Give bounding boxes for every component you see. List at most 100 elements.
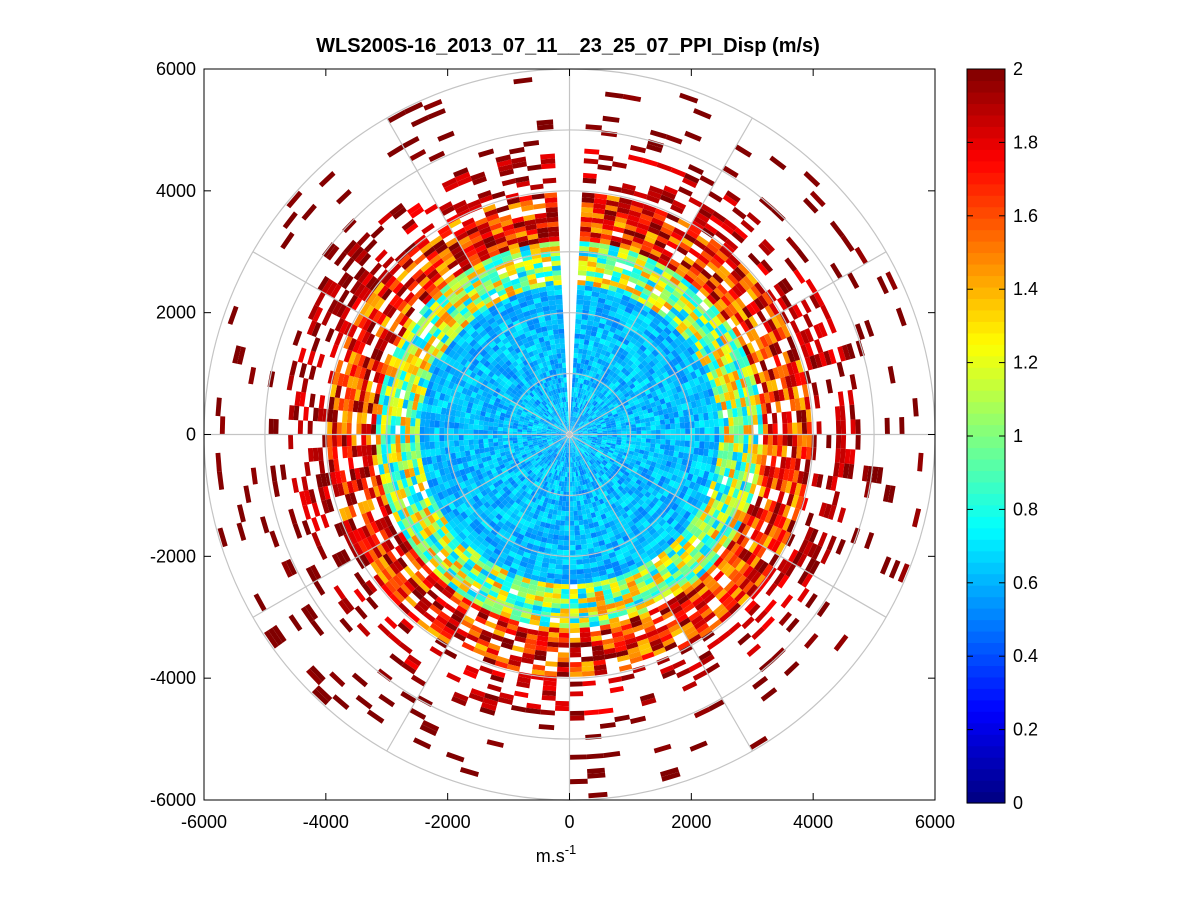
- doppler-cell: [541, 456, 547, 462]
- doppler-cell: [558, 481, 563, 487]
- doppler-cell: [678, 343, 687, 353]
- doppler-cell: [576, 461, 580, 467]
- doppler-cell: [496, 520, 505, 529]
- doppler-cell: [420, 473, 427, 483]
- doppler-cell: [375, 434, 381, 445]
- doppler-cell: [502, 424, 509, 428]
- doppler-cell: [525, 515, 533, 523]
- doppler-cell: [581, 448, 585, 453]
- doppler-cell: [456, 543, 466, 554]
- doppler-cell: [576, 289, 585, 296]
- doppler-cell: [621, 428, 627, 432]
- doppler-cell: [580, 441, 585, 446]
- doppler-cell: [541, 389, 546, 395]
- doppler-cell: [608, 467, 614, 473]
- doppler-cell: [627, 464, 634, 471]
- doppler-cell: [525, 467, 531, 473]
- doppler-cell: [483, 430, 488, 435]
- doppler-cell: [556, 436, 562, 438]
- doppler-cell: [553, 417, 558, 422]
- doppler-cell: [685, 287, 696, 298]
- doppler-cell: [482, 527, 491, 536]
- doppler-cell: [670, 429, 676, 435]
- doppler-cell: [570, 437, 573, 443]
- doppler-cell: [470, 602, 482, 612]
- doppler-cell: [422, 379, 430, 389]
- doppler-cell: [559, 367, 563, 374]
- doppler-cell: [656, 279, 667, 289]
- doppler-cell: [584, 395, 589, 401]
- doppler-cell: [384, 538, 395, 551]
- doppler-cell: [453, 547, 463, 557]
- doppler-cell: [569, 525, 575, 531]
- doppler-cell: [554, 464, 558, 470]
- doppler-cell: [537, 412, 543, 417]
- doppler-cell: [619, 448, 625, 453]
- doppler-cell: [548, 456, 553, 462]
- doppler-cell: [697, 585, 709, 597]
- doppler-cell: [565, 421, 568, 427]
- doppler-cell: [593, 495, 599, 502]
- doppler-cell: [641, 495, 649, 503]
- doppler-cell: [608, 396, 614, 402]
- doppler-cell: [536, 431, 542, 433]
- doppler-cell: [736, 452, 743, 462]
- doppler-cell: [498, 502, 506, 510]
- doppler-cell: [737, 470, 745, 481]
- doppler-cell: [631, 593, 643, 602]
- doppler-cell: [436, 280, 448, 291]
- doppler-cell: [574, 456, 577, 462]
- doppler-cell: [441, 588, 453, 600]
- doppler-cell: [598, 380, 604, 387]
- doppler-cell: [572, 447, 575, 453]
- doppler-cell: [730, 380, 738, 391]
- doppler-cell: [580, 404, 585, 410]
- doppler-cell: [603, 558, 612, 566]
- doppler-cell: [604, 457, 610, 463]
- doppler-cell: [363, 488, 372, 501]
- doppler-cell: [391, 452, 398, 463]
- doppler-cell: [569, 637, 581, 643]
- doppler-cell: [475, 361, 484, 370]
- doppler-cell: [462, 297, 473, 307]
- doppler-cell: [556, 398, 560, 404]
- doppler-cell: [621, 398, 628, 404]
- doppler-cell: [617, 371, 625, 378]
- doppler-cell: [576, 495, 580, 502]
- doppler-cell: [562, 461, 566, 467]
- doppler-cell: [463, 323, 473, 332]
- doppler-cell: [637, 253, 649, 262]
- doppler-cell: [582, 438, 587, 441]
- doppler-cell: [694, 340, 704, 351]
- doppler-cell: [554, 448, 558, 453]
- doppler-cell: [552, 418, 557, 423]
- doppler-cell: [642, 572, 652, 581]
- doppler-cell: [585, 450, 590, 456]
- doppler-cell: [378, 464, 385, 475]
- doppler-cell: [682, 318, 692, 328]
- doppler-cell: [501, 314, 511, 322]
- doppler-cell: [540, 566, 549, 573]
- doppler-cell: [495, 410, 502, 416]
- doppler-cell: [702, 547, 713, 558]
- doppler-cell: [528, 446, 535, 450]
- doppler-cell: [440, 474, 448, 483]
- doppler-cell: [633, 231, 646, 240]
- doppler-cell: [407, 537, 417, 549]
- doppler-cell: [501, 606, 513, 615]
- doppler-cell: [452, 516, 461, 526]
- doppler-cell: [689, 266, 701, 277]
- doppler-cell: [625, 395, 632, 401]
- doppler-cell: [510, 349, 518, 357]
- doppler-cell: [608, 310, 617, 318]
- doppler-cell: [637, 607, 649, 616]
- doppler-cell: [613, 449, 620, 454]
- doppler-cell: [665, 401, 672, 409]
- doppler-cell: [512, 442, 519, 447]
- doppler-cell: [577, 419, 581, 425]
- doppler-cell: [548, 563, 556, 569]
- doppler-cell: [588, 471, 594, 477]
- doppler-cell: [617, 411, 623, 416]
- doppler-cell: [556, 444, 561, 449]
- doppler-cell: [629, 417, 635, 422]
